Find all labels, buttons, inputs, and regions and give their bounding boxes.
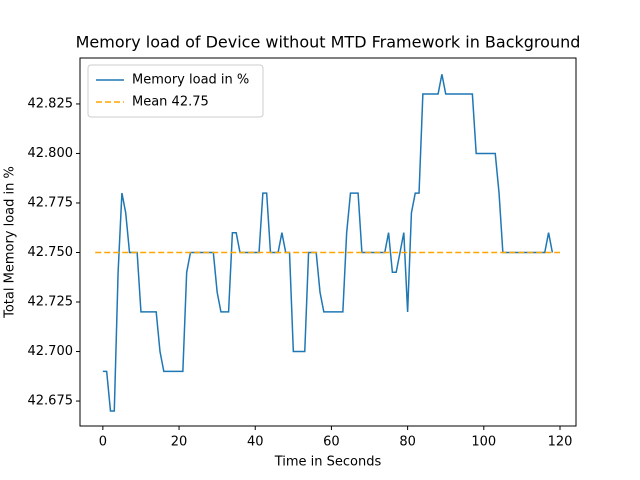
legend-label: Memory load in % xyxy=(132,73,249,88)
x-tick-label: 100 xyxy=(471,435,496,450)
data-line xyxy=(102,74,554,412)
x-tick-label: 60 xyxy=(323,435,340,450)
legend-label: Mean 42.75 xyxy=(132,95,209,110)
chart-title: Memory load of Device without MTD Framew… xyxy=(76,33,581,52)
plot-frame xyxy=(79,57,577,427)
x-tick-label: 40 xyxy=(247,435,264,450)
x-axis-label: Time in Seconds xyxy=(274,455,382,470)
y-tick-label: 42.775 xyxy=(28,195,74,210)
x-tick-label: 80 xyxy=(399,435,416,450)
y-tick-label: 42.725 xyxy=(28,295,74,310)
y-tick-label: 42.825 xyxy=(28,96,74,111)
legend-box xyxy=(87,64,264,118)
y-axis-label: Total Memory load in % xyxy=(3,166,18,319)
x-tick-label: 0 xyxy=(99,435,107,450)
y-tick-label: 42.750 xyxy=(28,245,74,260)
y-tick-label: 42.800 xyxy=(28,146,74,161)
y-tick-label: 42.700 xyxy=(28,344,74,359)
x-tick-label: 120 xyxy=(548,435,573,450)
x-tick-label: 20 xyxy=(171,435,188,450)
y-tick-label: 42.675 xyxy=(28,394,74,409)
